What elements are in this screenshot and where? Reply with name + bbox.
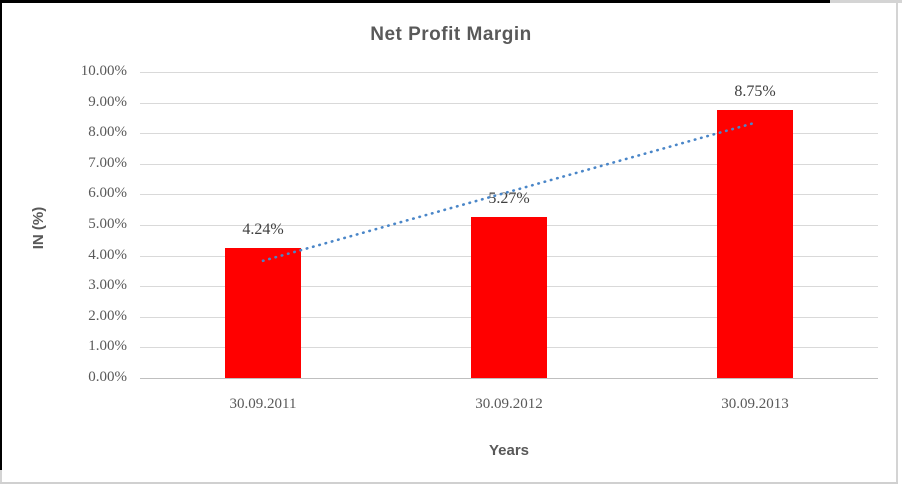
x-axis-tick-label: 30.09.2011 [229, 396, 297, 412]
y-axis-tick-label: 6.00% [88, 185, 127, 202]
y-axis-tick-label: 4.00% [88, 246, 127, 263]
gridline [140, 102, 878, 104]
y-axis-tick-label: 8.00% [88, 124, 127, 141]
frame-border-left [0, 0, 2, 470]
plot-area: 4.24% 5.27% 8.75% [140, 72, 878, 379]
bar-30.09.2013 [717, 110, 793, 378]
bar-30.09.2012 [471, 216, 547, 378]
y-axis-tick-label: 0.00% [88, 369, 127, 385]
gridline [140, 72, 878, 73]
bar-data-label: 4.24% [242, 221, 284, 239]
frame-border-right [896, 0, 898, 484]
frame-border-top-right [830, 0, 902, 3]
y-axis-tick-label: 9.00% [88, 93, 127, 110]
frame-border-top [0, 0, 830, 3]
y-axis-tick-label: 1.00% [88, 338, 127, 355]
y-axis-tick-label: 5.00% [88, 216, 127, 232]
x-axis-tick-label: 30.09.2012 [475, 396, 543, 412]
gridline [140, 133, 878, 135]
bar-data-label: 5.27% [488, 189, 530, 207]
chart-title: Net Profit Margin [370, 24, 532, 45]
gridline [140, 194, 878, 196]
x-axis-line [140, 378, 878, 379]
bar-30.09.2011 [225, 248, 301, 378]
gridline [140, 163, 878, 165]
y-axis-tick-label: 7.00% [88, 154, 127, 171]
frame-border-left-lower [0, 470, 2, 484]
y-axis-tick-label: 2.00% [88, 307, 127, 324]
y-axis-tick-label: 10.00% [80, 63, 127, 79]
x-axis-tick-label: 30.09.2013 [721, 396, 789, 412]
frame-border-bottom [0, 482, 898, 484]
trendline [261, 121, 757, 263]
y-axis-tick-label: 3.00% [88, 277, 127, 294]
bar-data-label: 8.75% [734, 83, 776, 101]
x-axis-title: Years [488, 442, 530, 459]
